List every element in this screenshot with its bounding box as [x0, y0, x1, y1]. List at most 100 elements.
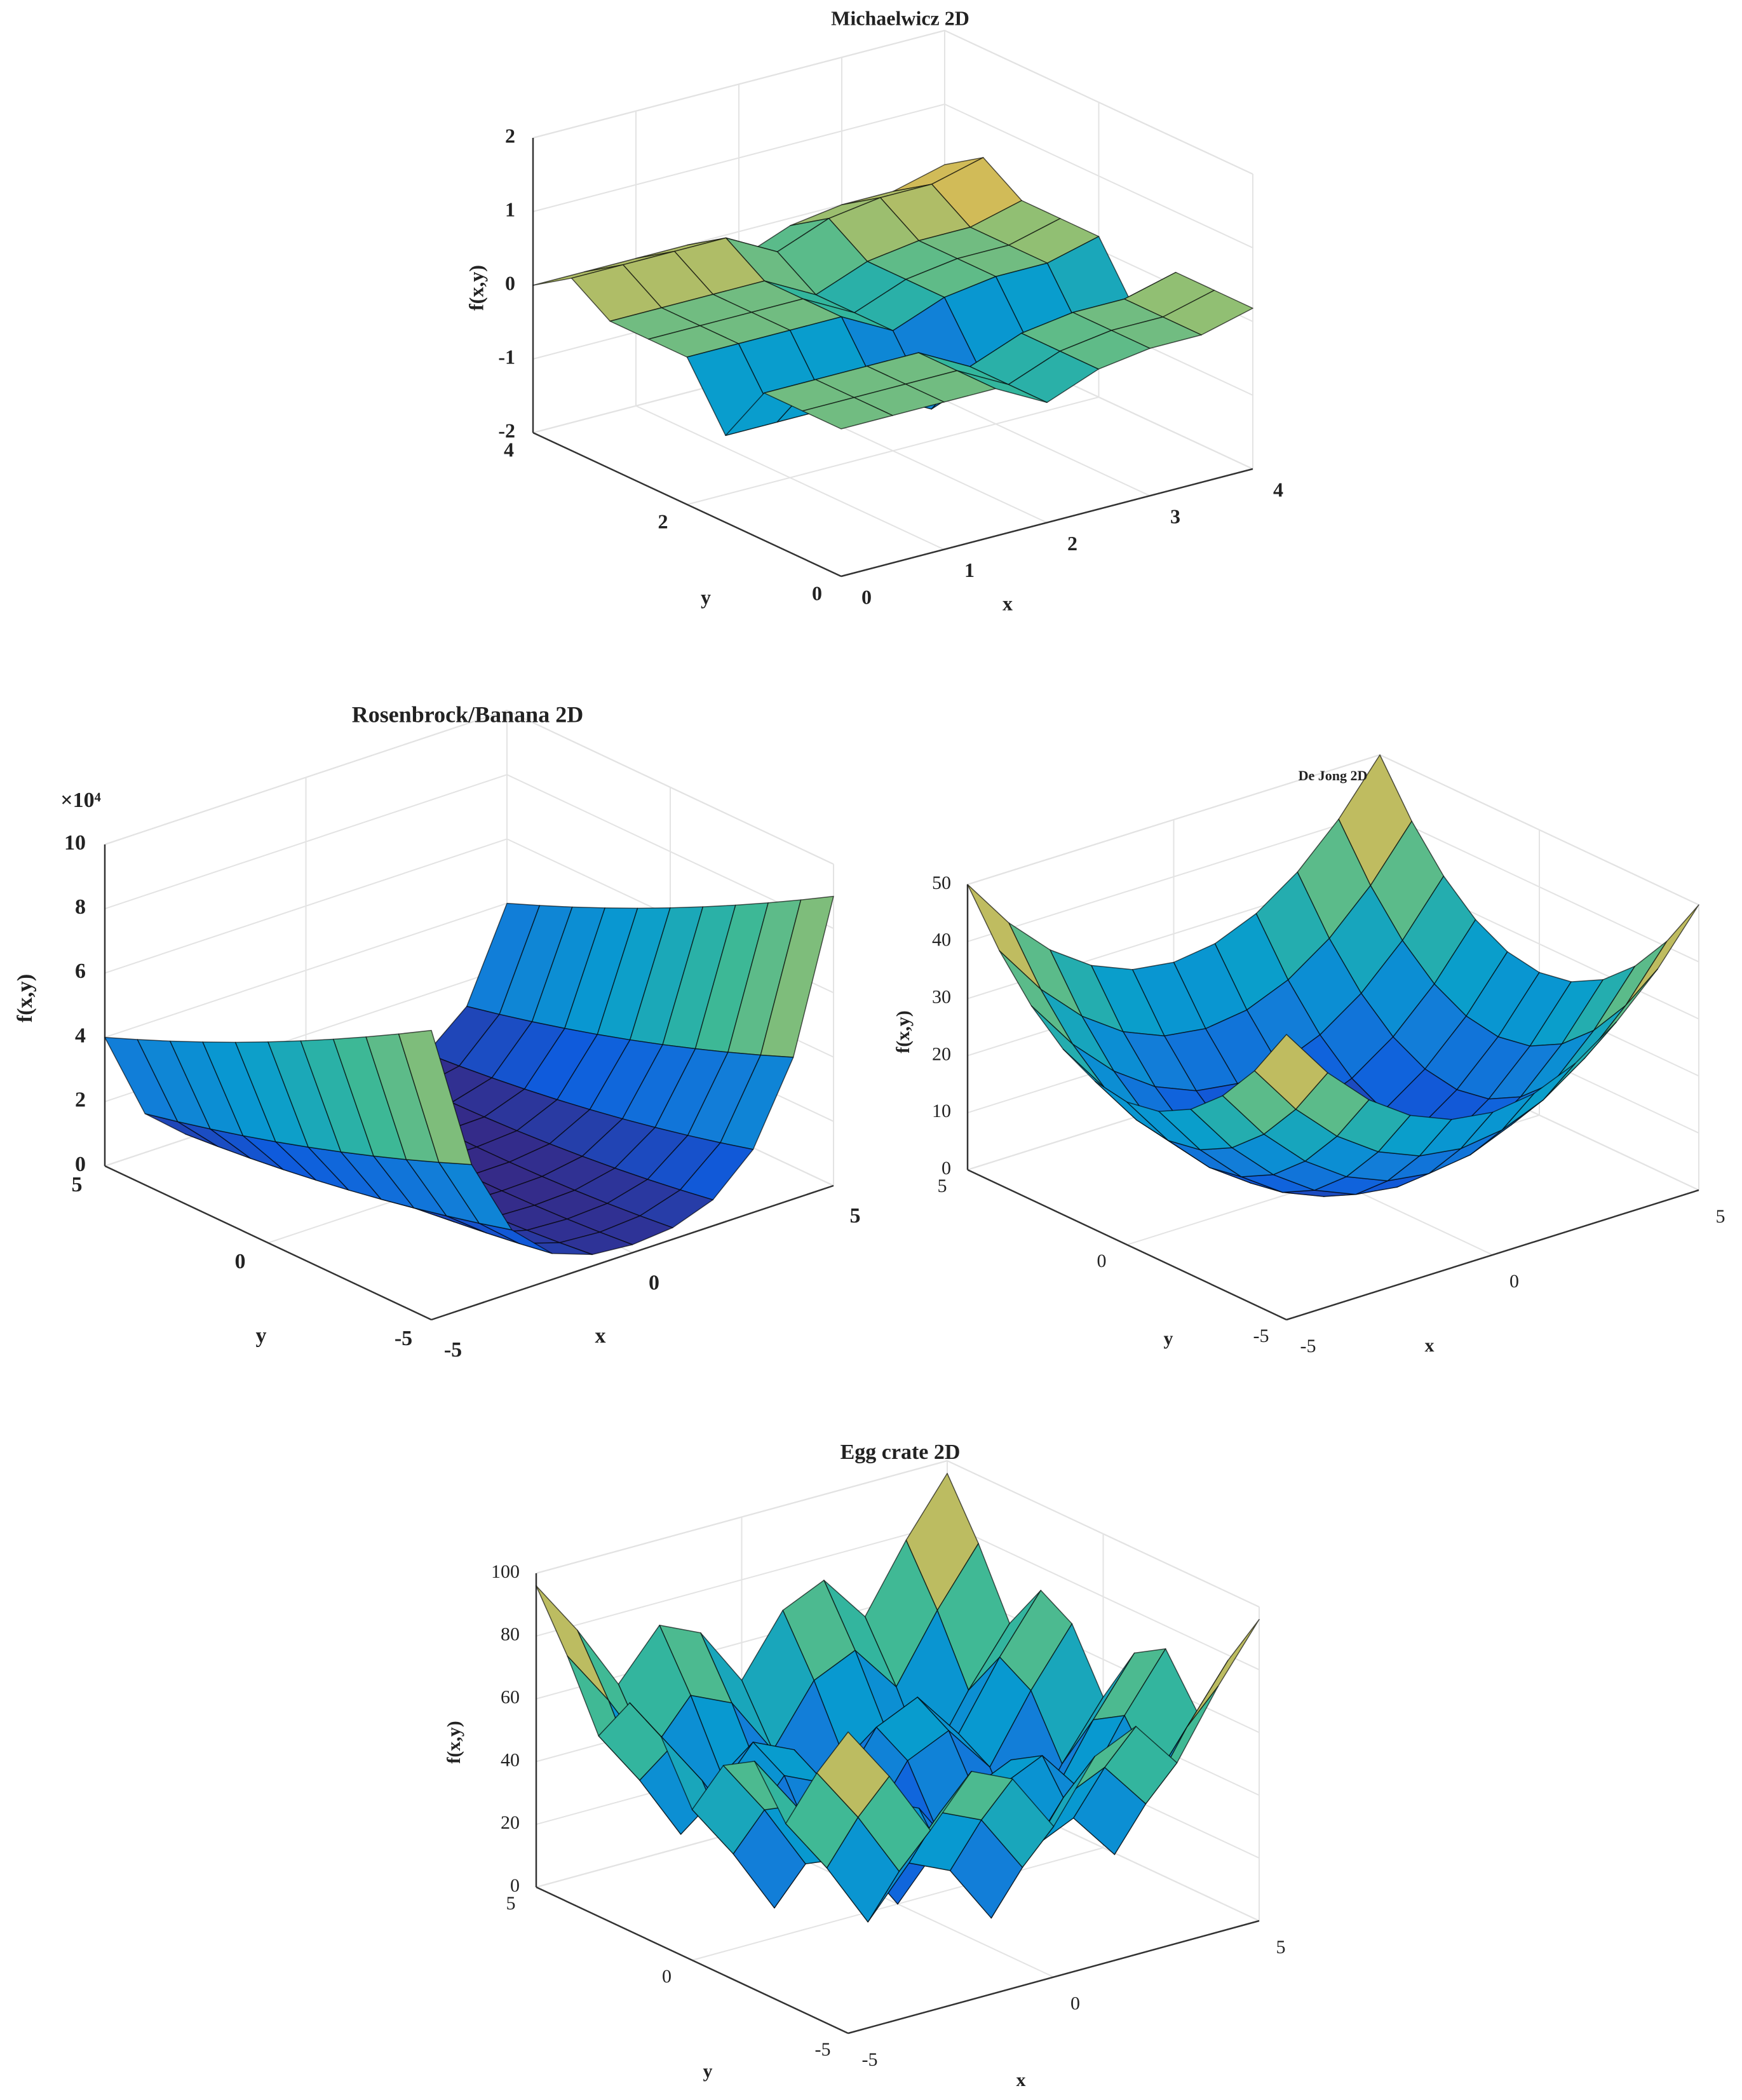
x-tick-label: -5: [862, 2049, 878, 2070]
y-tick-label: 5: [506, 1893, 516, 1914]
x-axis-label: x: [595, 1324, 606, 1348]
x-tick-label: 5: [1716, 1206, 1725, 1227]
z-tick-label: 20: [501, 1812, 520, 1833]
x-axis-label: x: [1425, 1335, 1435, 1356]
grid-line: [687, 396, 1099, 505]
z-tick-label: 10: [64, 831, 86, 855]
z-exponent: ×10⁴: [60, 789, 101, 812]
z-tick-label: 30: [932, 986, 951, 1007]
grid-line: [967, 811, 1381, 942]
x-tick-label: 2: [1067, 532, 1077, 555]
z-tick-label: 100: [491, 1561, 520, 1582]
grid-line: [1379, 754, 1699, 905]
grid-line: [944, 104, 1253, 248]
chart-title: De Jong 2D: [1299, 768, 1368, 783]
z-tick-label: 4: [75, 1024, 86, 1047]
surface-face: [1625, 904, 1699, 1006]
y-tick-label: -5: [395, 1327, 412, 1350]
x-axis-label: x: [1003, 592, 1013, 614]
x-tick-label: 0: [1509, 1271, 1519, 1292]
z-tick-label: 10: [932, 1101, 951, 1121]
z-tick-label: 60: [501, 1686, 520, 1707]
grid-line: [104, 838, 508, 974]
z-tick-label: 8: [75, 895, 86, 919]
grid-line: [536, 1460, 948, 1574]
grid-line: [967, 754, 1381, 885]
x-axis: [1286, 1189, 1699, 1321]
z-tick-label: 80: [501, 1624, 520, 1645]
z-tick-label: 0: [505, 271, 515, 294]
grid-line: [532, 104, 945, 212]
y-tick-label: -5: [815, 2039, 831, 2060]
z-tick-label: 50: [932, 872, 951, 893]
x-tick-label: 0: [1070, 1993, 1080, 2014]
z-axis-label: f(x,y): [443, 1721, 464, 1763]
grid-line: [532, 30, 945, 139]
x-axis: [841, 468, 1253, 578]
z-axis-label: f(x,y): [464, 265, 487, 311]
z-tick-label: 0: [75, 1153, 86, 1176]
z-tick-label: 40: [932, 930, 951, 951]
x-tick-label: 5: [1276, 1937, 1286, 1958]
surface-face: [398, 1029, 473, 1165]
y-axis: [967, 1169, 1287, 1321]
chart-title: Michaelwicz 2D: [831, 6, 969, 29]
y-axis-label: y: [703, 2061, 713, 2082]
z-tick-label: 40: [501, 1749, 520, 1770]
grid-line: [947, 1522, 1260, 1670]
x-axis-label: x: [1016, 2070, 1026, 2090]
y-axis-label: y: [1164, 1328, 1173, 1349]
y-tick-label: 5: [72, 1173, 83, 1196]
z-tick-label: 2: [75, 1088, 86, 1112]
grid-line: [104, 902, 508, 1038]
surface-face: [536, 1585, 609, 1701]
grid-line: [506, 710, 834, 865]
x-tick-label: -5: [444, 1338, 462, 1362]
z-tick-label: 0: [510, 1875, 520, 1896]
y-tick-label: 5: [938, 1175, 947, 1196]
z-tick-label: 1: [505, 198, 515, 220]
x-tick-label: 1: [964, 559, 975, 581]
y-tick-label: 0: [1097, 1250, 1107, 1271]
x-axis: [847, 1920, 1260, 2035]
grid-line: [104, 774, 508, 910]
surface-face: [1186, 1619, 1260, 1728]
grid-line: [536, 1522, 948, 1637]
y-tick-label: -5: [1253, 1325, 1269, 1346]
y-axis: [532, 431, 842, 578]
z-axis-label: f(x,y): [893, 1010, 914, 1053]
y-tick-label: 0: [235, 1250, 246, 1273]
x-tick-label: 3: [1170, 505, 1180, 528]
y-axis: [536, 1886, 849, 2035]
grid-line: [1379, 811, 1699, 963]
grid-line: [947, 1460, 1260, 1608]
z-tick-label: 0: [942, 1158, 951, 1179]
x-tick-label: -5: [1300, 1336, 1316, 1357]
surface-face: [1254, 1034, 1328, 1110]
surface-face: [802, 396, 893, 430]
x-tick-label: 0: [861, 585, 872, 608]
z-axis-label: f(x,y): [13, 974, 37, 1022]
x-tick-label: 5: [850, 1204, 861, 1228]
z-tick-label: 20: [932, 1043, 951, 1064]
y-axis: [104, 1165, 432, 1321]
chart-title: Rosenbrock/Banana 2D: [352, 701, 583, 727]
surface-face: [816, 1731, 890, 1818]
x-tick-label: 0: [649, 1271, 659, 1294]
z-tick-label: -2: [498, 419, 515, 442]
y-tick-label: 0: [662, 1966, 672, 1987]
y-axis-label: y: [256, 1324, 267, 1348]
y-tick-label: 4: [504, 438, 514, 461]
z-tick-label: 2: [505, 124, 515, 147]
z-tick-label: -1: [498, 345, 515, 368]
grid-line: [944, 30, 1253, 175]
x-tick-label: 4: [1273, 478, 1283, 501]
x-axis: [431, 1184, 834, 1321]
y-tick-label: 0: [812, 581, 822, 604]
chart-title: Egg crate 2D: [841, 1440, 961, 1464]
z-tick-label: 6: [75, 959, 86, 983]
grid-line: [104, 710, 508, 845]
y-tick-label: 2: [658, 510, 668, 532]
